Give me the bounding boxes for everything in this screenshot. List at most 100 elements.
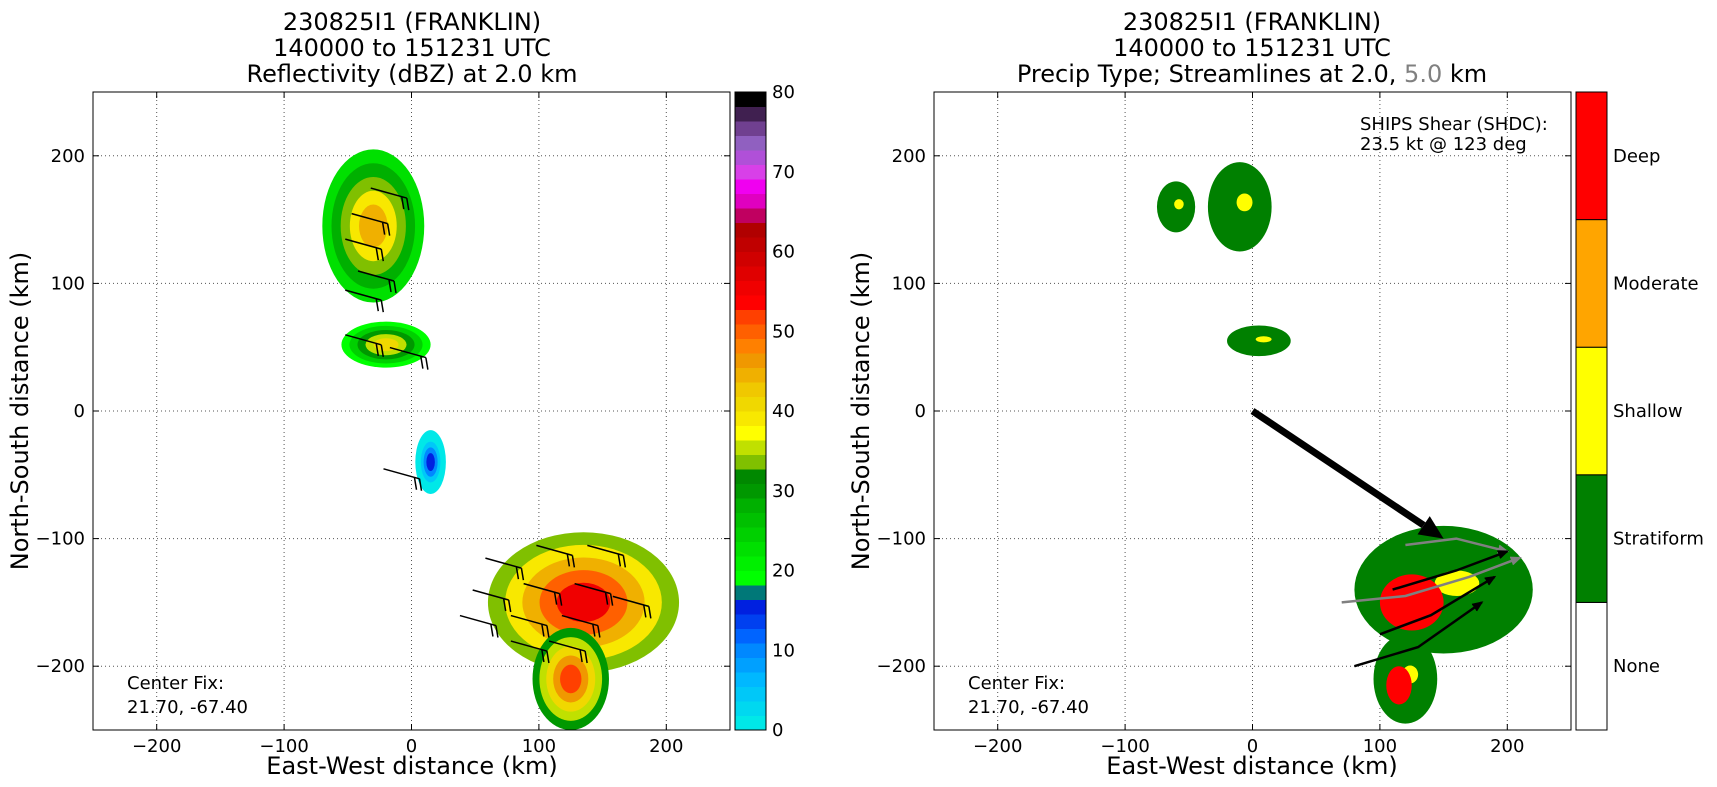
reflectivity-colorbar-segment [735, 599, 766, 615]
reflectivity-colorbar-segment [735, 164, 766, 180]
precip-colorbar-segment [1575, 91, 1608, 221]
reflectivity-colorbar-segment [735, 701, 766, 716]
wind-barb [459, 614, 499, 638]
wind-barb [351, 212, 391, 236]
reflectivity-colorbar-tick-label: 20 [772, 561, 795, 582]
precip-colorbar-frame [1575, 91, 1608, 731]
precip-title-line-2: 140000 to 151231 UTC [1113, 34, 1391, 62]
reflectivity-colorbar-segment [735, 512, 766, 528]
reflectivity-colorbar-segment [735, 672, 766, 687]
reflectivity-colorbar-segment [735, 280, 766, 296]
reflectivity-colorbar-tick-label: 10 [772, 640, 795, 661]
precip-title-part-main: Precip Type; Streamlines at 2.0, [1017, 60, 1404, 88]
reflectivity-colorbar-segment [735, 396, 766, 412]
streamline-2km [1379, 575, 1496, 636]
reflectivity-colorbar-segment [735, 628, 766, 644]
x-tick-label: 200 [649, 736, 683, 757]
wind-barb [574, 582, 614, 606]
precip-region-shallow [1255, 336, 1272, 343]
reflectivity-colorbar-tick-label: 80 [772, 82, 795, 103]
reflectivity-title-line-1: 230825I1 (FRANKLIN) [283, 8, 541, 36]
precip-colorbar-label: Deep [1613, 146, 1660, 167]
reflectivity-colorbar-tick-label: 30 [772, 481, 795, 502]
reflectivity-colorbar-segment [735, 338, 766, 354]
wind-barb [383, 468, 423, 491]
reflectivity-colorbar-segment [735, 237, 766, 252]
reflectivity-colorbar: 0 10 20 30 40 50 60 70 80 [734, 82, 795, 741]
x-tick-label: 100 [522, 736, 556, 757]
wind-barb [612, 595, 652, 619]
precip-region-shallow [1236, 193, 1253, 212]
x-tick-label: 200 [1490, 736, 1524, 757]
precip-colorbar: None Stratiform Shallow Moderate Deep [1575, 91, 1704, 731]
reflectivity-colorbar-segment [735, 527, 766, 542]
precip-y-axis-label: North-South distance (km) [847, 252, 875, 571]
reflectivity-colorbar-segment [735, 324, 766, 339]
wind-barb [472, 589, 512, 613]
reflectivity-colorbar-segment [735, 266, 766, 281]
reflectivity-colorbar-frame [734, 91, 767, 731]
precip-title-line-1: 230825I1 (FRANKLIN) [1123, 8, 1381, 36]
y-tick-label: 0 [74, 401, 85, 422]
streamline-5km [1405, 537, 1508, 553]
reflectivity-colorbar-segment [735, 208, 766, 223]
streamline-5km-arrowhead [1510, 556, 1522, 566]
reflectivity-colorbar-segment [735, 425, 766, 441]
reflectivity-colorbar-segment [735, 715, 766, 731]
precip-colorbar-label: None [1613, 656, 1660, 677]
reflectivity-axis-ticks: −200 −100 0 100 200 −200 −100 0 100 200 [36, 92, 730, 757]
precip-title-part-level: 5.0 [1404, 60, 1442, 88]
wind-barb [389, 346, 429, 370]
shear-vector-shaft [1250, 408, 1426, 529]
reflectivity-colorbar-segment [735, 309, 766, 325]
y-tick-label: 100 [51, 273, 85, 294]
wind-barb [523, 582, 563, 606]
reflectivity-center-fix-value: 21.70, -67.40 [127, 697, 248, 718]
precip-colorbar-label: Stratiform [1613, 529, 1704, 550]
y-tick-label: 200 [51, 146, 85, 167]
y-tick-label: −200 [36, 656, 85, 677]
reflectivity-title-line-3: Reflectivity (dBZ) at 2.0 km [247, 60, 578, 88]
wind-barb [345, 238, 385, 262]
streamline-2km-arrowhead [1497, 550, 1510, 559]
wind-barb [536, 544, 576, 568]
y-tick-label: 0 [915, 401, 926, 422]
reflectivity-echo [556, 582, 611, 623]
reflectivity-colorbar-segment [735, 454, 766, 470]
precip-center-fix-value: 21.70, -67.40 [968, 697, 1089, 718]
ships-shear-label: SHIPS Shear (SHDC): [1360, 114, 1548, 135]
reflectivity-colorbar-segment [735, 643, 766, 658]
reflectivity-echo [426, 453, 435, 471]
precip-plot-area: −200 −100 0 100 200 −200 −100 0 100 200 SHIPS She… [877, 91, 1572, 757]
reflectivity-colorbar-segment [735, 411, 766, 426]
precip-type-panel: 230825I1 (FRANKLIN) 140000 to 151231 UTC… [847, 8, 1704, 780]
reflectivity-colorbar-tick-label: 50 [772, 321, 795, 342]
reflectivity-colorbar-segment [735, 251, 766, 267]
reflectivity-colorbar-segment [735, 440, 766, 455]
wind-barb [485, 557, 525, 581]
reflectivity-colorbar-segment [735, 382, 766, 397]
reflectivity-colorbar-tick-label: 70 [772, 162, 795, 183]
x-tick-label: 100 [1363, 736, 1397, 757]
reflectivity-colorbar-segment [735, 686, 766, 702]
y-tick-label: 200 [892, 146, 926, 167]
shear-vector-arrowhead [1417, 516, 1444, 539]
precip-region [1386, 666, 1412, 705]
x-tick-label: −200 [132, 736, 181, 757]
reflectivity-panel: 230825I1 (FRANKLIN) 140000 to 151231 UTC… [6, 8, 795, 780]
reflectivity-colorbar-segment [735, 193, 766, 209]
reflectivity-colorbar-segment [735, 483, 766, 499]
streamline-2km-arrowhead [1484, 575, 1497, 586]
reflectivity-colorbar-segment [735, 556, 766, 571]
reflectivity-colorbar-segment [735, 179, 766, 194]
reflectivity-colorbar-segment [735, 657, 766, 673]
precip-colorbar-segment [1575, 346, 1608, 476]
reflectivity-colorbar-segment [735, 135, 766, 151]
reflectivity-colorbar-segment [735, 106, 766, 122]
streamline-2km [1354, 601, 1483, 668]
precip-x-axis-label: East-West distance (km) [1106, 752, 1397, 780]
reflectivity-colorbar-segment [735, 92, 766, 107]
reflectivity-colorbar-segment [735, 541, 766, 557]
reflectivity-echo [560, 664, 582, 694]
